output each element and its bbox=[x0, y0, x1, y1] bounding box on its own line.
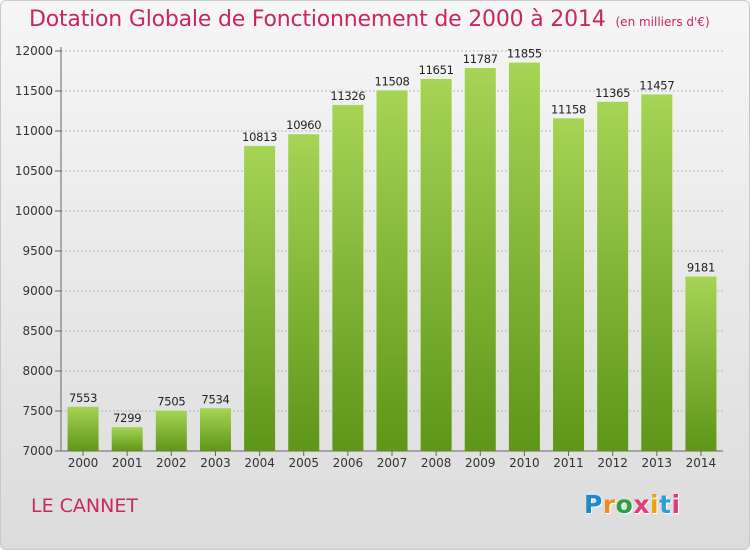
logo-letter: i bbox=[650, 490, 660, 519]
logo-letter: t bbox=[659, 490, 672, 519]
bar-2010 bbox=[508, 62, 540, 451]
data-label-2001: 7299 bbox=[113, 411, 141, 425]
bars: 7553 7299 7505 7534 10813 10960 11326 11508 1165… bbox=[67, 47, 717, 452]
data-label-2008: 11651 bbox=[419, 63, 454, 77]
y-tick-label: 7000 bbox=[22, 444, 53, 458]
y-tick-label: 11000 bbox=[15, 124, 53, 138]
x-tick-label: 2011 bbox=[553, 456, 584, 470]
x-tick-label: 2000 bbox=[68, 456, 99, 470]
y-tick-label: 11500 bbox=[15, 84, 53, 98]
x-tick-label: 2010 bbox=[509, 456, 540, 470]
bar-2004 bbox=[244, 145, 276, 451]
bar-2002 bbox=[155, 410, 187, 451]
x-tick-label: 2004 bbox=[244, 456, 275, 470]
y-tick-label: 9500 bbox=[22, 244, 53, 258]
bar-2014 bbox=[685, 276, 717, 451]
bar-2013 bbox=[641, 94, 673, 451]
data-label-2005: 10960 bbox=[286, 118, 321, 132]
x-tick-label: 2003 bbox=[200, 456, 231, 470]
x-tick-label: 2001 bbox=[112, 456, 143, 470]
y-tick-label: 12000 bbox=[15, 44, 53, 58]
title-row: Dotation Globale de Fonctionnement de 20… bbox=[29, 7, 710, 32]
y-tick-label: 8000 bbox=[22, 364, 53, 378]
bar-2006 bbox=[332, 104, 364, 452]
x-axis: 2000 2001 2002 2003 2004 2005 2006 2007 2008 2009… bbox=[68, 451, 716, 470]
data-label-2002: 7505 bbox=[157, 395, 185, 409]
bar-2012 bbox=[597, 101, 629, 452]
logo-letter: x bbox=[633, 490, 650, 519]
bar-2008 bbox=[420, 78, 452, 452]
data-label-2007: 11508 bbox=[374, 74, 409, 88]
y-tick-label: 7500 bbox=[22, 404, 53, 418]
commune-name: LE CANNET bbox=[31, 495, 138, 517]
chart-subtitle: (en milliers d'€) bbox=[615, 15, 710, 29]
chart-title: Dotation Globale de Fonctionnement de 20… bbox=[29, 7, 606, 32]
bar-2001 bbox=[111, 427, 143, 451]
data-label-2014: 9181 bbox=[687, 261, 715, 275]
y-axis: 7000 7500 8000 8500 9000 9500 10000 10500 11000 1… bbox=[15, 44, 723, 458]
bar-2005 bbox=[288, 134, 320, 451]
x-tick-label: 2007 bbox=[377, 456, 408, 470]
y-tick-label: 10000 bbox=[15, 204, 53, 218]
x-tick-label: 2005 bbox=[288, 456, 319, 470]
bar-2000 bbox=[67, 406, 99, 451]
x-tick-label: 2012 bbox=[597, 456, 628, 470]
y-tick-label: 9000 bbox=[22, 284, 53, 298]
data-label-2003: 7534 bbox=[201, 392, 229, 406]
proxiti-logo[interactable]: Proxiti bbox=[584, 490, 681, 519]
data-label-2013: 11457 bbox=[639, 78, 674, 92]
logo-letter: o bbox=[615, 490, 634, 519]
bar-2003 bbox=[199, 408, 231, 451]
data-label-2011: 11158 bbox=[551, 102, 586, 116]
x-tick-label: 2014 bbox=[686, 456, 717, 470]
data-label-2006: 11326 bbox=[330, 89, 365, 103]
x-tick-label: 2009 bbox=[465, 456, 496, 470]
x-tick-label: 2006 bbox=[333, 456, 364, 470]
logo-letter: r bbox=[602, 490, 616, 519]
data-label-2010: 11855 bbox=[507, 47, 542, 61]
data-label-2009: 11787 bbox=[463, 52, 498, 66]
logo-letter: P bbox=[584, 490, 603, 519]
bar-2007 bbox=[376, 90, 408, 452]
x-tick-label: 2002 bbox=[156, 456, 187, 470]
y-tick-label: 10500 bbox=[15, 164, 53, 178]
y-tick-label: 8500 bbox=[22, 324, 53, 338]
data-label-2000: 7553 bbox=[69, 391, 97, 405]
x-tick-label: 2008 bbox=[421, 456, 452, 470]
bar-2009 bbox=[464, 68, 496, 451]
x-tick-label: 2013 bbox=[642, 456, 673, 470]
data-label-2012: 11365 bbox=[595, 86, 630, 100]
logo-letter: i bbox=[671, 490, 681, 519]
bar-2011 bbox=[553, 118, 585, 452]
data-label-2004: 10813 bbox=[242, 130, 277, 144]
